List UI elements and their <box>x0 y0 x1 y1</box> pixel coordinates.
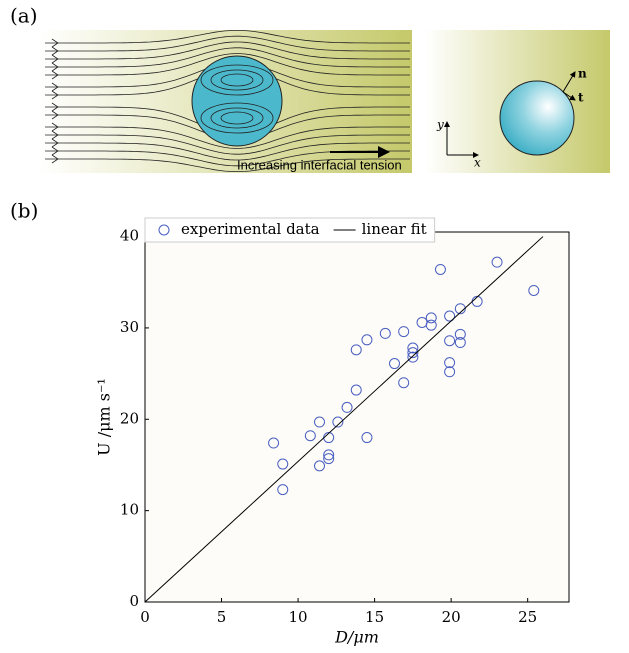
x-tick-label: 0 <box>140 608 150 626</box>
data-point <box>398 377 410 389</box>
flow-arrow <box>51 90 59 100</box>
data-point <box>434 263 446 275</box>
y-label: y <box>436 118 444 132</box>
flow-arrow <box>51 62 59 72</box>
droplet <box>191 55 283 147</box>
vortices <box>200 64 274 134</box>
data-point <box>528 284 540 296</box>
flow-arrow <box>51 54 59 64</box>
data-point <box>454 337 466 349</box>
data-point <box>398 326 410 338</box>
streamline <box>45 47 410 68</box>
data-point <box>350 344 362 356</box>
flow-arrow <box>51 46 59 56</box>
legend-label: linear fit <box>362 220 427 238</box>
data-point <box>361 334 373 346</box>
data-point <box>341 401 353 413</box>
data-point <box>350 384 362 396</box>
flow-arrow <box>51 38 59 48</box>
data-point <box>268 437 280 449</box>
data-point <box>323 449 335 461</box>
panel-label: (b) <box>10 199 38 223</box>
y-tick-label: 40 <box>120 227 139 245</box>
data-point <box>332 416 344 428</box>
flow-arrow <box>51 138 59 148</box>
streamline <box>45 35 410 52</box>
sphere <box>499 80 575 156</box>
data-point <box>277 458 289 470</box>
data-point <box>379 327 391 339</box>
streamline <box>45 41 410 60</box>
flow-arrow <box>51 122 59 132</box>
flow-arrow <box>51 102 59 112</box>
normal-label: n <box>578 67 587 81</box>
data-point <box>454 303 466 315</box>
data-point <box>313 416 325 428</box>
normal-arrow <box>562 71 576 93</box>
y-axis-title: U /μm s⁻¹ <box>95 378 114 456</box>
data-point <box>425 312 437 324</box>
x-tick-label: 25 <box>518 608 537 626</box>
data-point <box>323 453 335 465</box>
data-point <box>491 256 503 268</box>
data-point <box>407 347 419 359</box>
data-point <box>444 357 456 369</box>
x-axis-title: D/μm <box>334 628 379 647</box>
y-tick-label: 10 <box>120 501 139 519</box>
x-label: x <box>474 156 481 170</box>
x-tick-label: 5 <box>217 608 227 626</box>
flow-arrow <box>51 154 59 164</box>
flow-arrow <box>51 82 59 92</box>
fit-line <box>144 236 544 603</box>
data-point <box>444 335 456 347</box>
data-point <box>444 310 456 322</box>
plot-area <box>144 231 570 603</box>
tangent-label: t <box>578 91 584 105</box>
streamline <box>45 53 410 76</box>
y-tick-label: 20 <box>120 409 139 427</box>
tangent-arrow <box>562 91 576 101</box>
data-point <box>407 351 419 363</box>
y-tick-label: 0 <box>129 592 139 610</box>
legend-label: experimental data <box>181 220 320 238</box>
legend-swatch <box>158 224 170 236</box>
x-tick-label: 15 <box>365 608 384 626</box>
legend-box <box>144 217 436 243</box>
data-point <box>361 432 373 444</box>
data-point <box>454 328 466 340</box>
x-tick-label: 10 <box>289 608 308 626</box>
streamline <box>45 126 410 149</box>
panel-label: (a) <box>10 4 38 28</box>
data-point <box>277 484 289 496</box>
y-tick-label: 30 <box>120 318 139 336</box>
legend: experimental data linear fit <box>144 217 436 243</box>
data-point <box>444 366 456 378</box>
streamline <box>45 30 410 44</box>
streamline <box>45 142 410 161</box>
streamline <box>45 134 410 155</box>
data-point <box>389 358 401 370</box>
arrow-text: Increasing interfacial tension <box>237 157 402 172</box>
x-tick-label: 20 <box>442 608 461 626</box>
data-point <box>304 430 316 442</box>
data-point <box>425 319 437 331</box>
streamline <box>45 158 410 172</box>
data-point <box>313 460 325 472</box>
flow-arrow <box>51 110 59 120</box>
flow-arrow <box>51 130 59 140</box>
data-point <box>407 342 419 354</box>
flow-arrow <box>51 70 59 80</box>
flow-arrow <box>51 146 59 156</box>
